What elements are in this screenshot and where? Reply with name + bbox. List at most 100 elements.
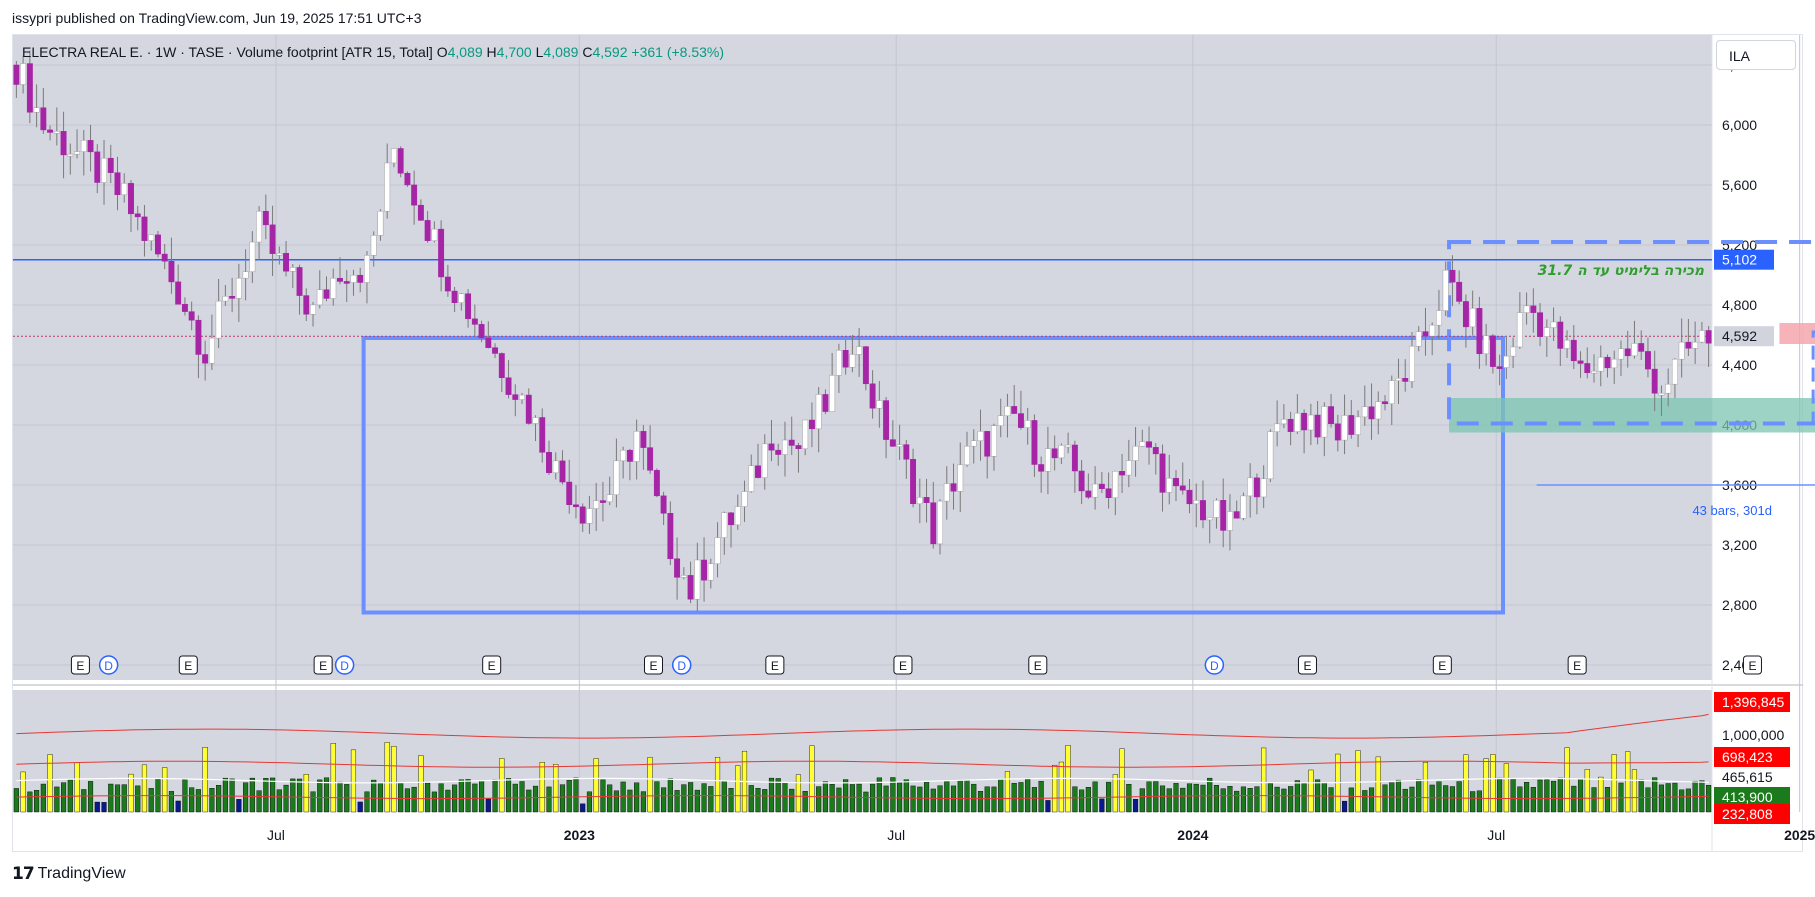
volume-bar xyxy=(236,799,242,813)
candle-up xyxy=(1550,321,1557,328)
earnings-marker-label: E xyxy=(899,659,907,673)
volume-bar xyxy=(1591,787,1597,813)
candle-up xyxy=(1469,308,1476,328)
candle-up xyxy=(1112,471,1119,498)
volume-label: 698,423 xyxy=(1722,749,1773,765)
candle-up xyxy=(782,439,788,455)
earnings-marker-icon xyxy=(1432,655,1452,675)
candle-down xyxy=(1638,343,1645,352)
candle-down xyxy=(1071,444,1078,472)
candle-up xyxy=(748,465,755,492)
volume-bar xyxy=(87,781,94,813)
volume-bar xyxy=(1254,786,1260,813)
candle-down xyxy=(559,460,566,483)
candle-down xyxy=(1186,489,1193,505)
volume-bar xyxy=(1186,783,1193,813)
candle-down xyxy=(343,281,350,284)
candle-down xyxy=(269,224,276,254)
volume-bar xyxy=(101,802,107,813)
volume-bar xyxy=(108,783,114,813)
candle-up xyxy=(256,210,263,243)
earnings-marker-label: E xyxy=(1748,659,1756,673)
volume-bar xyxy=(1166,788,1172,813)
candle-down xyxy=(539,417,546,453)
symbol-text: ELECTRA REAL E. · 1W · TASE · Volume foo… xyxy=(22,44,433,60)
volume-bar xyxy=(1004,771,1011,813)
earnings-marker-icon xyxy=(178,655,198,675)
candle-up xyxy=(208,337,215,364)
open-label: O xyxy=(436,44,448,60)
volume-bar xyxy=(795,774,802,813)
volume-bar xyxy=(74,762,80,813)
volume-bar xyxy=(425,782,431,813)
price-label-bg xyxy=(1714,326,1774,347)
volume-bar xyxy=(1079,789,1085,813)
consolidation-box xyxy=(1447,240,1815,426)
candle-down xyxy=(1530,305,1537,313)
volume-bar xyxy=(634,782,640,813)
y-tick-label: 2,800 xyxy=(1722,597,1757,613)
volume-bar xyxy=(54,786,60,813)
volume-bar xyxy=(714,757,721,813)
candle-up xyxy=(1435,310,1442,326)
candle-down xyxy=(498,353,505,378)
volume-bar xyxy=(694,789,700,813)
volume-bar xyxy=(1402,788,1408,813)
volume-bar xyxy=(1490,754,1496,813)
earnings-marker-icon xyxy=(1742,655,1762,675)
dividend-marker-icon xyxy=(98,655,119,675)
volume-bar xyxy=(1470,791,1476,813)
volume-bar xyxy=(162,767,168,813)
volume-bar xyxy=(998,779,1004,813)
volume-bar xyxy=(256,790,262,813)
bar-range-label: 43 bars, 301d xyxy=(1692,503,1772,518)
candle-down xyxy=(647,447,654,471)
tradingview-brand[interactable]: 𝟭𝟳 TradingView xyxy=(12,864,126,884)
volume-bar xyxy=(195,789,201,813)
candle-down xyxy=(1328,406,1335,425)
candle-down xyxy=(411,184,418,206)
volume-bar xyxy=(1638,779,1644,813)
volume-bar xyxy=(1577,778,1584,813)
candle-down xyxy=(1577,360,1584,364)
volume-bar xyxy=(1173,783,1179,813)
volume-bar xyxy=(1132,798,1139,813)
candle-up xyxy=(1024,420,1031,428)
candle-down xyxy=(687,575,694,600)
volume-bar xyxy=(20,771,26,813)
volume-bar xyxy=(701,783,707,813)
candle-down xyxy=(1557,321,1564,349)
volume-bar xyxy=(917,786,923,813)
dividend-marker-icon xyxy=(1204,655,1225,675)
candle-down xyxy=(653,470,660,497)
volume-bar xyxy=(404,788,410,813)
candle-down xyxy=(1233,511,1240,519)
candle-down xyxy=(566,481,573,506)
candle-down xyxy=(525,394,532,424)
earnings-marker-label: E xyxy=(319,659,327,673)
volume-bar xyxy=(627,789,633,813)
candle-down xyxy=(1705,330,1712,344)
candle-down xyxy=(1462,301,1469,328)
volume-bar xyxy=(114,784,121,813)
volume-bar xyxy=(94,801,100,813)
y-tick-label: 3,200 xyxy=(1722,537,1757,553)
candle-down xyxy=(1253,477,1260,498)
candle-up xyxy=(101,157,107,183)
currency-button[interactable]: ILA xyxy=(1716,40,1796,70)
inner-dashed-box xyxy=(1811,330,1815,425)
volume-bar xyxy=(883,785,889,813)
candle-down xyxy=(1038,464,1045,472)
candle-down xyxy=(950,483,957,492)
candle-down xyxy=(1287,418,1294,432)
candle-up xyxy=(1361,406,1368,418)
hebrew-annotation: מכירה בלימיט עד ה 31.7 xyxy=(1538,263,1705,279)
volume-bar xyxy=(1085,786,1091,813)
volume-bar xyxy=(465,779,471,813)
volume-bar xyxy=(977,791,984,813)
candle-down xyxy=(465,293,472,320)
volume-bar xyxy=(1497,777,1503,813)
candle-down xyxy=(1200,500,1206,521)
candle-up xyxy=(1092,483,1099,498)
